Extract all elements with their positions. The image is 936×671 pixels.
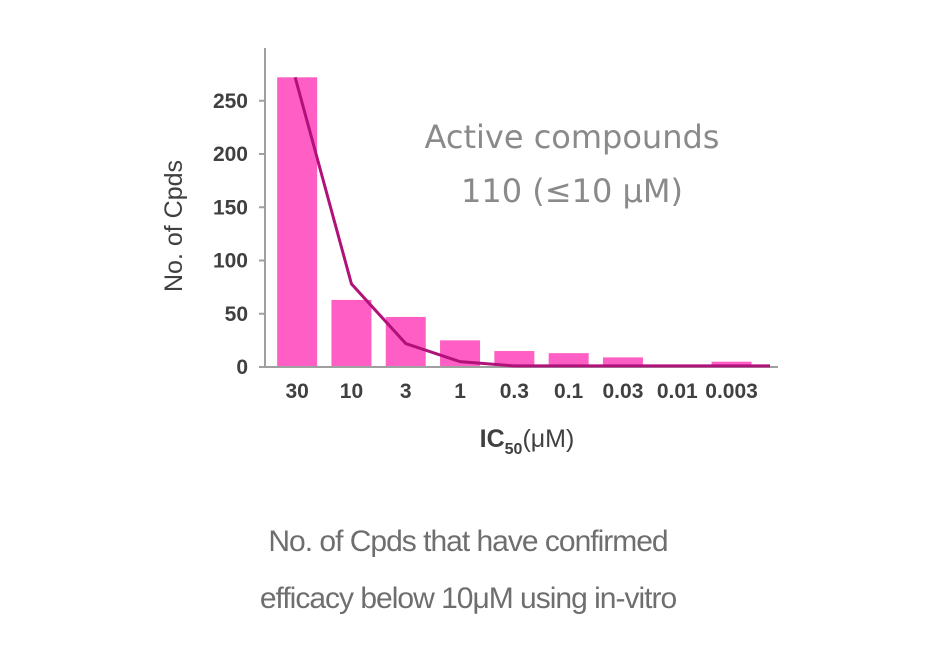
bar-0.1 xyxy=(548,353,589,367)
x-tick-label: 0.1 xyxy=(554,380,584,403)
y-tick-label: 150 xyxy=(213,196,248,219)
y-tick-label: 250 xyxy=(213,90,248,113)
x-axis-title-unit: (μM) xyxy=(522,425,574,453)
annotation-line-1: Active compounds xyxy=(425,118,720,156)
bar-0.3 xyxy=(494,351,535,367)
bar-10 xyxy=(331,299,372,367)
caption-line-2: efficacy below 10μM using in-vitro xyxy=(259,582,677,615)
bar-0.03 xyxy=(602,357,643,367)
trend-line xyxy=(293,76,770,368)
x-axis-title-subscript: 50 xyxy=(505,441,523,458)
x-tick-label: 0.003 xyxy=(705,380,758,403)
y-ticks-group: 0 50 100 150 200 250 xyxy=(213,90,265,379)
annotation-line-2: 110 (≤10 μM) xyxy=(461,172,683,210)
y-axis-title: No. of Cpds xyxy=(160,160,188,292)
x-tick-label: 1 xyxy=(454,380,466,403)
x-tick-label: 3 xyxy=(400,380,412,403)
y-tick-label: 0 xyxy=(236,356,248,379)
y-tick-label: 100 xyxy=(213,250,248,273)
bar-0.003 xyxy=(711,361,752,367)
x-tick-label: 30 xyxy=(285,380,308,403)
x-axis-title-main: IC xyxy=(480,425,505,453)
x-ticks-group: 30 10 3 1 0.3 0.1 0.03 0.01 0.003 xyxy=(285,380,757,403)
x-axis-title: IC50(μM) xyxy=(480,425,575,458)
bar-30 xyxy=(277,77,318,367)
caption-line-1: No. of Cpds that have confirmed xyxy=(268,525,668,558)
bars-group xyxy=(277,77,752,367)
y-tick-label: 200 xyxy=(213,143,248,166)
y-tick-label: 50 xyxy=(225,303,248,326)
x-tick-label: 0.01 xyxy=(657,380,698,403)
x-tick-label: 0.03 xyxy=(603,380,644,403)
x-tick-label: 0.3 xyxy=(500,380,529,403)
x-tick-label: 10 xyxy=(340,380,363,403)
